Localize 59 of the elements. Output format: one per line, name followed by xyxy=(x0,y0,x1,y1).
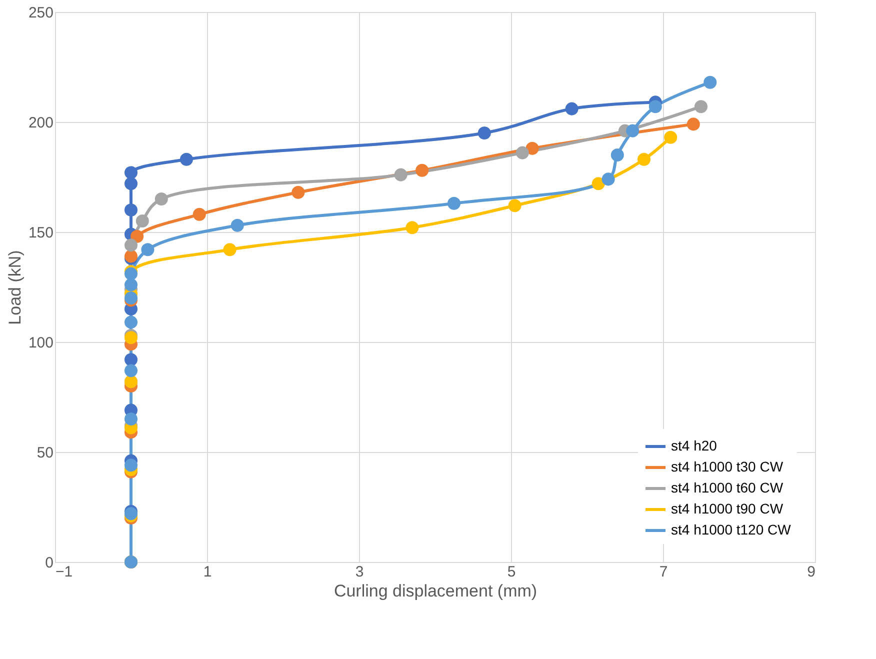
point xyxy=(292,186,305,199)
point xyxy=(230,218,244,232)
y-tick-label: 250 xyxy=(28,4,54,22)
point xyxy=(447,196,461,210)
point xyxy=(124,364,138,378)
x-tick-label: 5 xyxy=(507,564,516,580)
point xyxy=(124,291,138,305)
point xyxy=(124,166,138,180)
point xyxy=(394,168,408,182)
point xyxy=(124,238,138,252)
legend-label: st4 h1000 t120 CW xyxy=(671,522,792,538)
point xyxy=(124,331,138,344)
point xyxy=(610,148,624,162)
x-tick-label: −1 xyxy=(56,564,73,580)
x-axis-title: Curling displacement (mm) xyxy=(334,582,538,600)
legend-label: st4 h1000 t90 CW xyxy=(671,500,784,516)
y-tick-label: 0 xyxy=(45,554,54,572)
point xyxy=(508,199,522,212)
point xyxy=(664,130,678,144)
legend-label: st4 h1000 t60 CW xyxy=(671,480,784,496)
point xyxy=(704,76,717,89)
point xyxy=(124,353,138,366)
point xyxy=(406,221,419,234)
legend-label: st4 h20 xyxy=(671,438,718,454)
point xyxy=(124,412,138,426)
point xyxy=(648,100,662,114)
point xyxy=(124,177,138,190)
point xyxy=(124,203,138,217)
point xyxy=(694,100,708,114)
y-tick-label: 150 xyxy=(28,224,54,242)
y-tick-label: 200 xyxy=(28,114,54,132)
y-tick-label: 50 xyxy=(36,444,54,462)
point xyxy=(192,208,206,221)
point xyxy=(136,214,149,228)
point xyxy=(602,172,615,186)
point xyxy=(516,146,529,160)
point xyxy=(223,243,236,256)
point xyxy=(416,164,429,177)
x-tick-label: 1 xyxy=(203,564,212,580)
point xyxy=(565,102,578,116)
point xyxy=(124,458,138,472)
point xyxy=(626,124,640,138)
y-tick-label: 100 xyxy=(28,334,54,352)
point xyxy=(637,152,651,166)
point xyxy=(141,243,154,256)
point xyxy=(124,278,138,292)
legend-label: st4 h1000 t30 CW xyxy=(671,458,784,474)
point xyxy=(180,152,193,166)
point xyxy=(130,230,144,243)
point xyxy=(154,192,168,206)
point xyxy=(592,177,605,190)
point xyxy=(478,126,491,140)
point xyxy=(686,118,700,131)
x-tick-label: 9 xyxy=(807,564,816,580)
x-tick-label: 7 xyxy=(659,564,668,580)
point xyxy=(124,316,138,329)
x-tick-label: 3 xyxy=(355,564,364,580)
y-axis-title: Load (kN) xyxy=(5,250,24,325)
point xyxy=(526,142,539,155)
